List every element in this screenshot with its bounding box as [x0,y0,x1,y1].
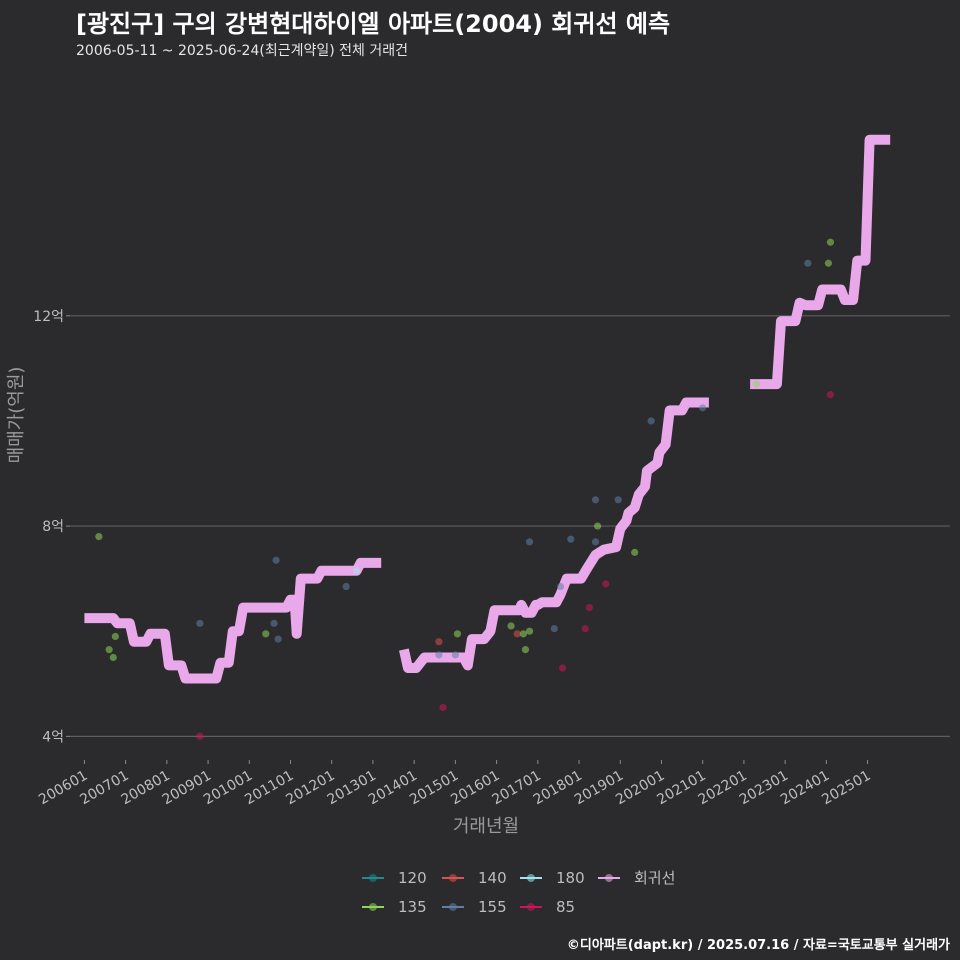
data-point [451,651,459,659]
data-point [550,624,558,633]
legend-label: 135 [398,898,427,916]
regression-line [750,134,891,390]
data-point [272,556,280,564]
data-point [558,664,567,672]
data-point [507,622,515,630]
data-point [111,632,119,641]
legend-swatch-point [605,874,613,882]
data-point [585,603,593,612]
legend-label: 140 [478,869,507,887]
data-point [196,732,204,740]
chart-title: [광진구] 구의 강변현대하이엘 아파트(2004) 회귀선 예측 [76,10,671,38]
data-point [826,391,835,399]
legend-label: 85 [556,898,575,916]
y-axis-ticks: 4억 8억 12억 [33,309,70,745]
legend-label: 회귀선 [634,869,675,887]
data-point [435,651,443,659]
data-point [196,619,204,627]
regression-layer [84,134,891,684]
legend-swatch-point [369,874,377,882]
data-point [95,532,103,541]
legend-label: 120 [398,869,427,887]
data-point [614,496,622,504]
data-point [519,630,527,638]
chart-subtitle: 2006-05-11 ~ 2025-06-24(최근계약일) 전체 거래건 [76,43,408,59]
x-axis-title: 거래년월 [453,816,519,837]
legend: 120 140 180 회귀선 135 155 85 [362,869,675,916]
data-point [525,627,534,635]
legend-swatch-point [449,903,457,911]
legend-label: 155 [478,898,507,916]
data-point [453,630,462,638]
data-point [270,619,278,627]
legend-swatch-point [369,903,377,911]
data-point [699,404,707,412]
legend-swatch-point [527,874,535,882]
data-point [342,582,350,591]
data-point [105,646,113,654]
y-tick-label: 12억 [33,309,64,325]
source-caption: ©디아파트(dapt.kr) / 2025.07.16 / 자료=국토교통부 실… [566,938,950,953]
data-point [591,538,600,546]
data-point [593,522,602,530]
data-point [647,417,655,425]
data-point [109,653,117,662]
data-point [521,646,530,654]
data-point [581,624,589,633]
legend-label: 180 [556,869,585,887]
data-point [352,567,361,575]
y-axis-title: 매매가(억원) [6,367,27,464]
regression-line [84,557,382,684]
data-point [826,238,835,246]
regression-line [399,397,709,673]
data-point [631,548,639,556]
x-axis-ticks: 2006012007012008012009012010012011012012… [36,760,874,808]
legend-swatch-point [527,903,535,911]
y-tick-label: 8억 [42,519,64,535]
data-point [591,496,600,504]
y-tick-label: 4억 [42,729,64,745]
data-point [439,703,447,712]
data-point [804,259,812,267]
grid-lines [70,315,950,737]
data-point [556,582,565,591]
data-point [435,638,443,646]
data-point [567,535,575,543]
data-point [513,630,521,638]
data-point [752,380,760,388]
legend-swatch-point [449,874,457,882]
data-point [525,538,534,546]
data-point [602,580,610,588]
data-point [262,630,270,638]
data-point [274,635,282,643]
scatter-layer [95,238,835,740]
data-point [824,259,833,267]
